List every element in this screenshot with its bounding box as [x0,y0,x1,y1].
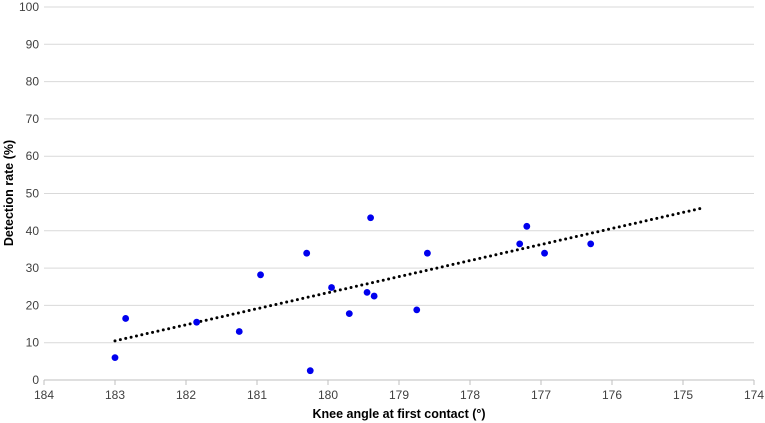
y-tick-label-40: 40 [26,224,40,238]
x-tick-label-183: 183 [105,388,125,402]
x-tick-label-179: 179 [389,388,409,402]
y-tick-label-50: 50 [26,187,40,201]
data-point [587,240,595,248]
x-tick-label-178: 178 [460,388,480,402]
x-axis-title: Knee angle at first contact (°) [312,407,485,421]
x-tick-label-174: 174 [744,388,764,402]
y-tick-label-80: 80 [26,75,40,89]
data-point [345,310,353,318]
trendline [113,206,703,343]
y-tick-label-70: 70 [26,112,40,126]
x-tick-label-180: 180 [318,388,338,402]
data-point [122,315,130,322]
x-tick-label-184: 184 [34,388,54,402]
data-point [306,367,314,375]
data-point [370,292,378,300]
data-point [523,222,531,230]
y-tick-label-90: 90 [26,37,40,51]
y-tick-label-20: 20 [26,298,40,312]
data-point [111,354,119,362]
data-point [257,271,264,279]
data-point [424,249,431,257]
data-points [111,214,595,375]
y-tick-label-10: 10 [26,336,40,350]
data-point [193,318,201,326]
y-tick-label-100: 100 [19,0,39,14]
data-point [367,214,374,222]
data-point [235,328,243,335]
y-axis-title: Detection rate (%) [2,140,16,246]
x-axis-ticks: 184 183 182 181 180 179 178 177 176 175 174 [34,380,764,402]
trendline-layer [113,206,703,343]
y-axis-ticks: 0 10 20 30 40 50 60 70 80 90 100 [19,0,39,387]
data-point [541,249,548,257]
data-point [328,284,335,291]
y-tick-label-0: 0 [32,373,39,387]
data-point [363,288,371,296]
data-point [413,306,421,314]
data-point [516,240,524,248]
x-tick-label-182: 182 [176,388,196,402]
y-tick-label-60: 60 [26,149,40,163]
y-tick-label-30: 30 [26,261,40,275]
x-tick-label-181: 181 [247,388,267,402]
gridlines [44,6,754,344]
x-tick-label-176: 176 [602,388,622,402]
x-tick-label-177: 177 [531,388,551,402]
data-point [303,249,311,257]
x-tick-label-175: 175 [673,388,693,402]
